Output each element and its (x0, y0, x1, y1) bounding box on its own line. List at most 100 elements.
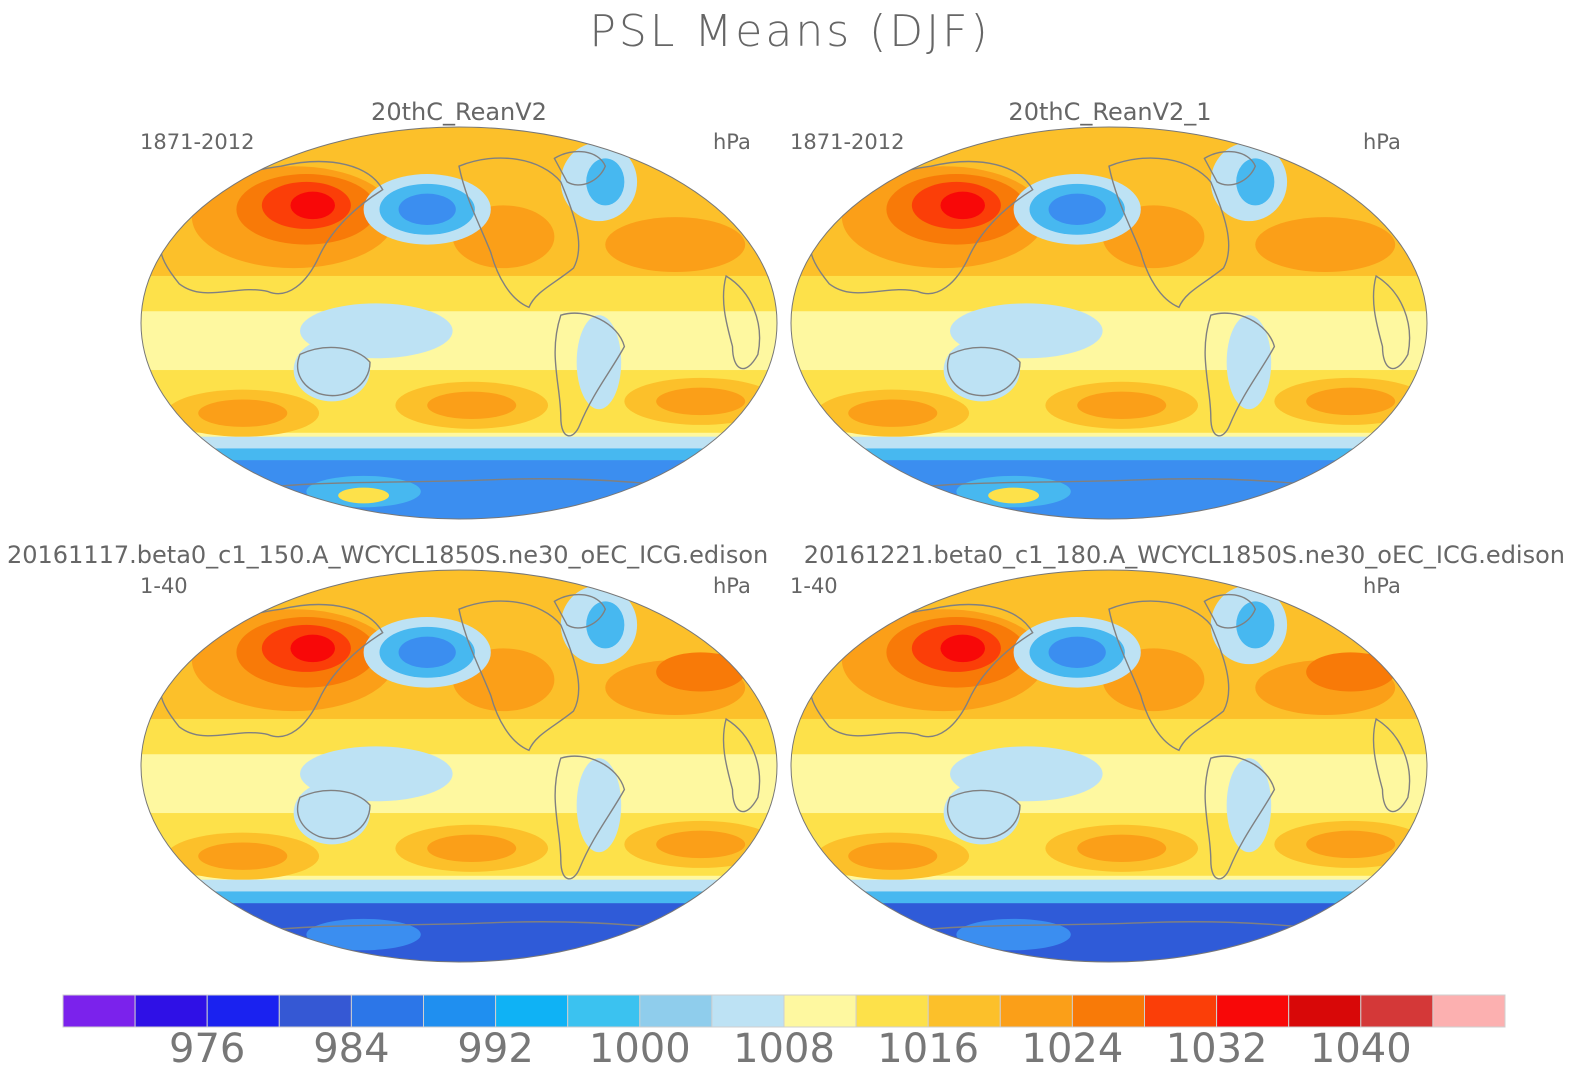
antarctic-patch (306, 918, 421, 951)
pressure-band (141, 436, 777, 450)
pressure-band (141, 879, 777, 893)
coastline (1203, 150, 1257, 186)
coastline (722, 274, 761, 370)
colorbar-tick-label: 1008 (733, 1026, 835, 1072)
coastline (1203, 593, 1257, 629)
colorbar-swatch (1071, 994, 1146, 1028)
figure-title: PSL Means (DJF) (589, 6, 991, 57)
pressure-band (791, 275, 1427, 313)
colorbar-tick-label: 1040 (1309, 1026, 1412, 1072)
subtropical-high-core (848, 842, 938, 870)
colorbar (62, 994, 1506, 1028)
aleutian-low-core (1048, 193, 1106, 226)
siberian-high-core (940, 634, 985, 663)
colorbar-tick-label: 1000 (588, 1026, 691, 1072)
colorbar-swatch (1216, 994, 1290, 1028)
coastline (458, 600, 580, 752)
coastline (1372, 274, 1411, 370)
pressure-band (791, 875, 1427, 881)
colorbar-swatch (1432, 994, 1506, 1028)
panel-period-3: 1-40 (140, 574, 188, 598)
colorbar-swatch (855, 994, 929, 1028)
pressure-band (791, 754, 1427, 815)
coastline (554, 312, 626, 437)
colorbar-swatch (711, 994, 785, 1028)
sa-low (1226, 315, 1272, 410)
sa-low (576, 315, 622, 410)
pressure-band (791, 432, 1427, 438)
antarctic-patch (338, 487, 390, 504)
panel-unit-4: hPa (1363, 574, 1401, 598)
icelandic-low-core (1236, 158, 1275, 206)
pressure-band (141, 570, 777, 603)
map-panel-4 (791, 570, 1427, 962)
azores-high-core (656, 652, 746, 692)
panel-period-2: 1871-2012 (790, 130, 905, 154)
icelandic-low-core (1236, 601, 1275, 649)
panel-title-4: 20161221.beta0_c1_180.A_WCYCL1850S.ne30_… (803, 541, 1565, 569)
pressure-band (141, 311, 777, 372)
aleutian-low-core (1048, 636, 1106, 668)
coastline (553, 150, 607, 186)
subtropical-high-core (427, 391, 517, 420)
colorbar-swatch (783, 994, 857, 1028)
panel-period-1: 1871-2012 (140, 130, 255, 154)
pressure-band (141, 891, 777, 905)
coastline (1204, 312, 1276, 437)
map-border (790, 126, 1428, 520)
aleutian-low-core (398, 636, 456, 668)
colorbar-tick-label: 1024 (1021, 1026, 1124, 1072)
panel-unit-3: hPa (713, 574, 751, 598)
sa-low (1226, 758, 1272, 853)
pressure-band (141, 875, 777, 881)
panel-unit-2: hPa (1363, 130, 1401, 154)
sa-low (576, 758, 622, 853)
panel-unit-1: hPa (713, 130, 751, 154)
colorbar-swatch (495, 994, 569, 1028)
australian-low (943, 781, 1020, 845)
australian-low (293, 781, 370, 845)
colorbar-swatch (134, 994, 208, 1028)
pressure-band (141, 460, 777, 519)
coastline (296, 789, 371, 840)
subtropical-high-core (848, 399, 938, 427)
pressure-band (141, 127, 777, 160)
colorbar-swatch (423, 994, 497, 1028)
australian-low (293, 338, 370, 402)
pressure-band (141, 432, 777, 438)
coastline (1108, 157, 1230, 309)
pressure-band (791, 879, 1427, 893)
colorbar-tick-label: 976 (169, 1026, 246, 1072)
subtropical-high-core (1306, 387, 1396, 416)
coastline (553, 593, 607, 629)
coastline (722, 717, 761, 813)
pressure-band (141, 275, 777, 313)
subtropical-high-core (656, 830, 746, 859)
coastline (1372, 717, 1411, 813)
subtropical-high-core (198, 842, 288, 870)
panel-title-3: 20161117.beta0_c1_150.A_WCYCL1850S.ne30_… (7, 541, 769, 569)
colorbar-tick-label: 1016 (877, 1026, 980, 1072)
pressure-band (141, 448, 777, 462)
colorbar-swatch (567, 994, 641, 1028)
colorbar-swatch (62, 994, 136, 1028)
pressure-band (791, 311, 1427, 372)
coastline (946, 789, 1021, 840)
colorbar-swatch (1144, 994, 1218, 1028)
panel-title-1: 20thC_ReanV2 (371, 98, 547, 126)
aleutian-low-core (398, 193, 456, 226)
siberian-high-core (940, 191, 985, 220)
map-panel-2 (791, 127, 1427, 519)
azores-high (1255, 217, 1396, 273)
antarctic-patch (988, 487, 1040, 504)
pressure-band (791, 436, 1427, 450)
coastline (1204, 755, 1276, 880)
coastline (1108, 600, 1230, 752)
pressure-band (791, 570, 1427, 603)
siberian-high-core (290, 191, 335, 220)
colorbar-swatch (927, 994, 1001, 1028)
pressure-band (141, 718, 777, 756)
coastline (554, 755, 626, 880)
subtropical-high-core (1306, 830, 1396, 859)
colorbar-swatch (350, 994, 424, 1028)
